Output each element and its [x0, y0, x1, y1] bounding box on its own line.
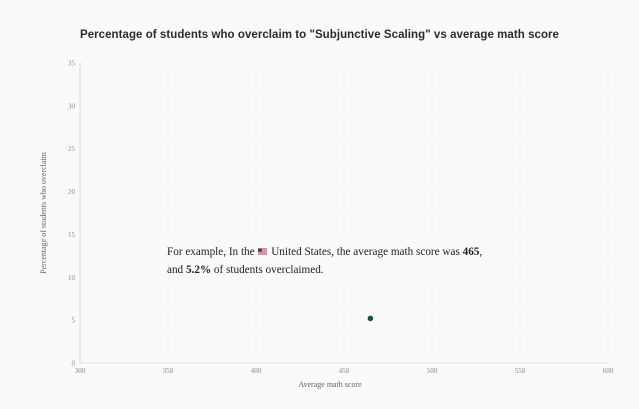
us-flag-icon: [258, 248, 268, 255]
chart-title: Percentage of students who overclaim to …: [79, 29, 560, 41]
x-tick-label: 450: [339, 367, 350, 375]
y-tick-label: 25: [68, 145, 76, 153]
y-tick-label: 0: [72, 360, 76, 368]
x-tick-label: 550: [515, 367, 526, 375]
x-tick-label: 300: [75, 367, 86, 375]
annotation-country: United States: [271, 246, 332, 258]
annotation-line-2: and 5.2% of students overclaimed.: [167, 262, 499, 280]
annotation-prefix: For example, In the: [167, 246, 255, 258]
annotation-tooltip: For example, In the United States, the a…: [158, 239, 508, 285]
annotation-line-1: For example, In the United States, the a…: [167, 244, 499, 262]
annotation-middle: , the average math score was: [331, 246, 460, 258]
x-tick-label: 600: [603, 367, 614, 375]
y-axis-title: Percentage of students who overclaim: [39, 151, 48, 274]
y-tick-label: 35: [68, 60, 76, 68]
y-tick-label: 10: [68, 274, 76, 282]
annotation-comma: ,: [479, 246, 483, 258]
annotation-score: 465: [462, 246, 480, 258]
annotation-suffix: of students overclaimed.: [213, 263, 324, 276]
x-tick-label: 400: [251, 367, 262, 375]
y-tick-label: 20: [68, 188, 76, 196]
x-axis-title: Average math score: [298, 380, 362, 389]
y-tick-label: 5: [72, 317, 76, 325]
y-tick-label: 30: [68, 102, 76, 110]
x-tick-label: 350: [163, 367, 174, 375]
data-point: [367, 315, 374, 322]
x-tick-label: 500: [427, 367, 438, 375]
annotation-percent: 5.2%: [185, 263, 212, 276]
y-tick-label: 15: [68, 231, 76, 239]
annotation-line2-prefix: and: [167, 263, 184, 276]
